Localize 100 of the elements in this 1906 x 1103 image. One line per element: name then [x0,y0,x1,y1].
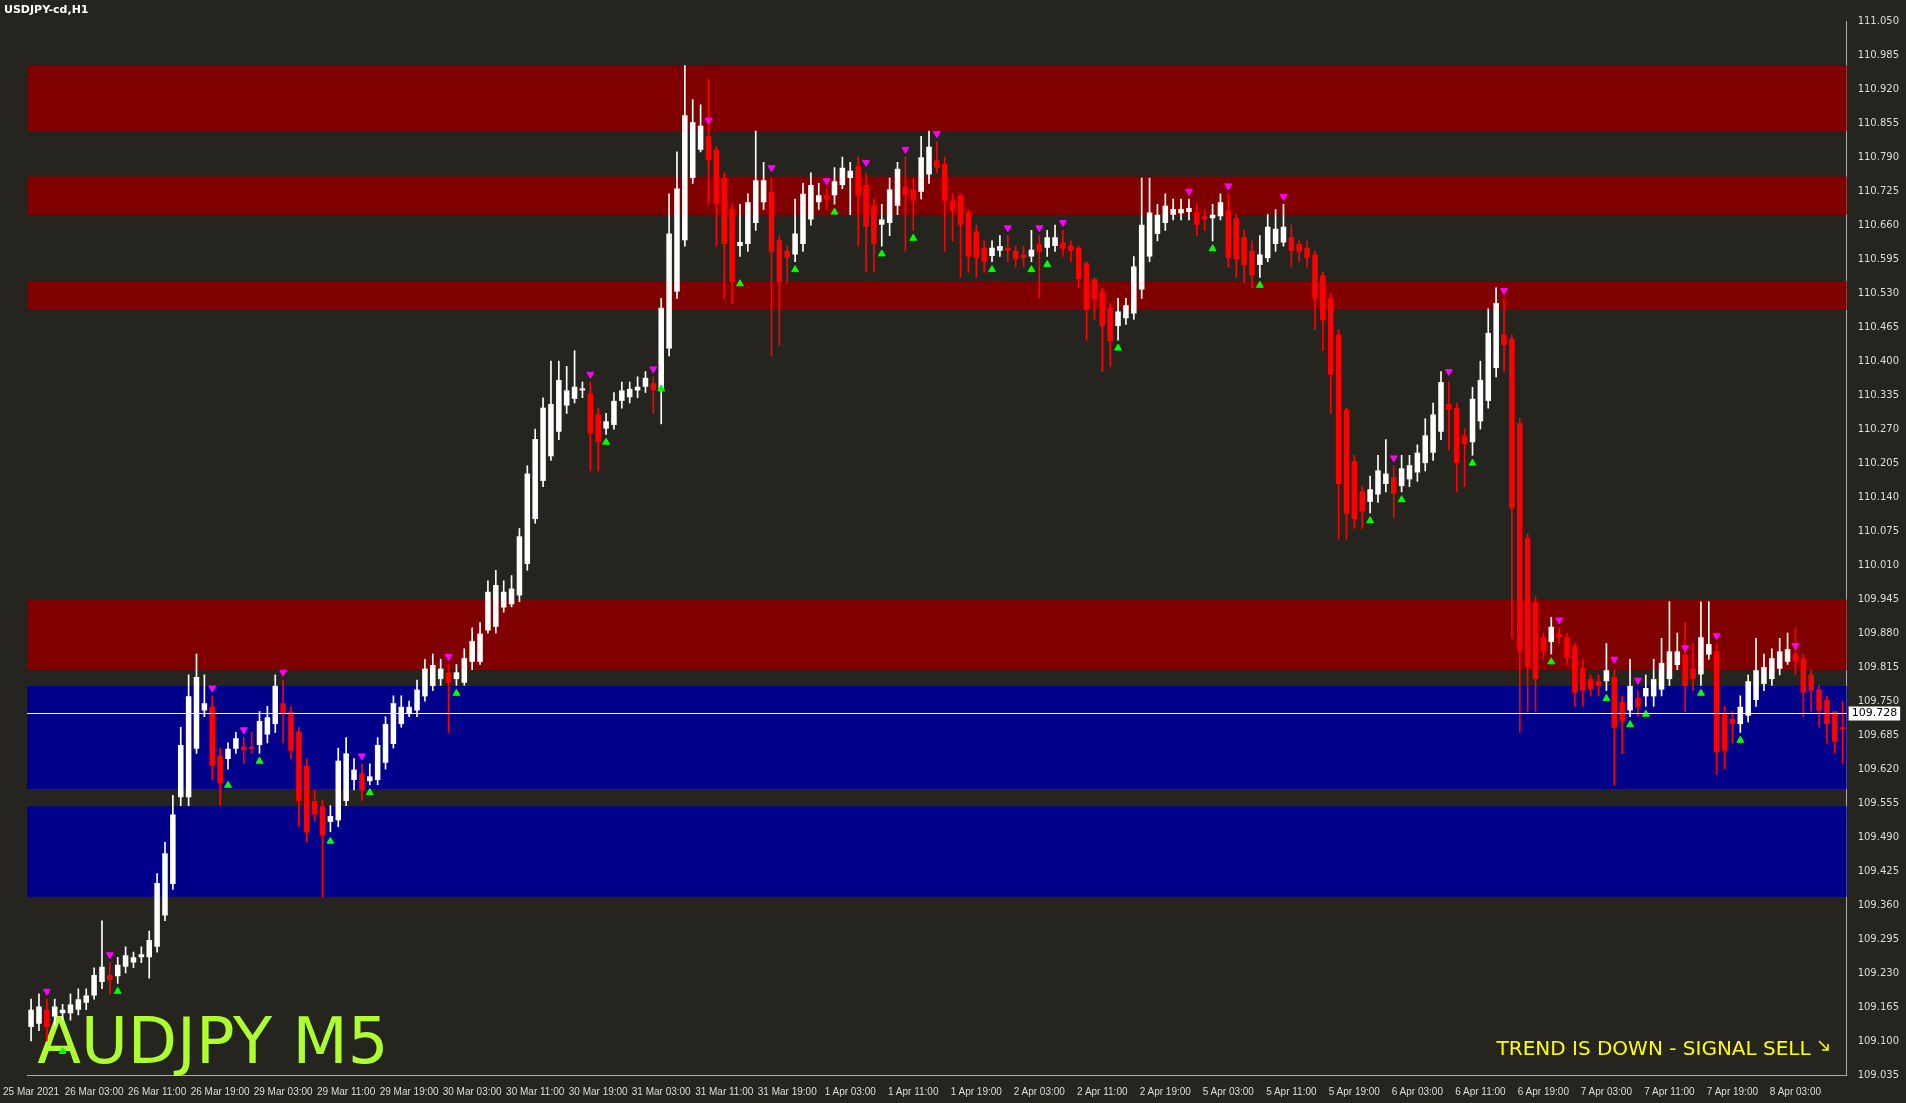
candlestick [784,245,790,284]
point [877,249,886,257]
y-tick-label: 109.815 [1857,660,1900,672]
y-tick-label: 110.010 [1857,558,1900,570]
point [1547,657,1556,665]
y-tick-label: 109.230 [1857,966,1900,978]
y-tick-label: 109.490 [1857,830,1900,842]
x-tick-label: 30 Mar 19:00 [568,1085,629,1097]
y-tick-label: 109.620 [1857,762,1900,774]
x-tick-label: 5 Apr 11:00 [1266,1085,1317,1097]
candlestick [1005,235,1011,263]
point [239,727,248,735]
y-tick-label: 109.750 [1857,694,1900,706]
candlestick [241,737,247,765]
x-tick-label: 31 Mar 19:00 [757,1085,818,1097]
point [1555,617,1564,625]
x-tick-label: 30 Mar 11:00 [506,1085,565,1097]
x-tick-label: 6 Apr 19:00 [1517,1085,1570,1097]
point [1791,643,1800,651]
y-tick-label: 110.855 [1857,116,1900,128]
y-tick-label: 109.555 [1857,796,1900,808]
point [1712,633,1721,641]
point [42,988,51,996]
x-tick-label: 1 Apr 03:00 [824,1085,877,1097]
point [1444,369,1453,377]
point [208,685,217,693]
x-tick-label: 29 Mar 19:00 [379,1085,440,1097]
y-tick-label: 109.360 [1857,898,1900,910]
candlestick [107,962,113,995]
point [1255,280,1264,288]
point [988,265,996,273]
x-tick-label: 8 Apr 03:00 [1769,1085,1822,1097]
point [1681,645,1690,653]
x-tick-label: 31 Mar 11:00 [695,1085,754,1097]
candlestick [1257,235,1263,278]
point [1224,183,1233,191]
point [1003,225,1012,233]
y-tick-label: 110.205 [1857,456,1900,468]
point [1626,720,1634,728]
point [1058,220,1067,228]
x-tick-label: 26 Mar 03:00 [64,1085,124,1097]
point [586,371,595,379]
y-tick-label: 110.725 [1857,184,1900,196]
x-tick-label: 26 Mar 19:00 [190,1085,251,1097]
x-tick-label: 6 Apr 03:00 [1391,1085,1444,1097]
candlestick [997,235,1003,257]
point [1366,516,1375,524]
candlestick [280,679,286,744]
point [224,780,232,788]
y-tick-label: 109.295 [1857,932,1900,944]
y-tick-label: 110.790 [1857,150,1900,162]
y-tick-label: 109.425 [1857,864,1900,876]
y-tick-label: 109.685 [1857,728,1900,740]
point [909,233,918,241]
x-tick-label: 31 Mar 03:00 [631,1085,692,1097]
point [1468,458,1477,466]
point [1602,693,1611,701]
x-tick-label: 29 Mar 03:00 [253,1085,314,1097]
point [736,279,744,287]
point [1035,225,1044,233]
y-tick-label: 110.400 [1857,354,1900,366]
x-tick-label: 5 Apr 19:00 [1328,1085,1381,1097]
y-tick-label: 110.465 [1857,320,1900,332]
x-tick-label: 2 Apr 19:00 [1139,1085,1192,1097]
point [1114,343,1123,351]
candlestick [1556,627,1562,644]
x-tick-label: 1 Apr 11:00 [888,1085,939,1097]
annotation: AUDJPY M5 [37,1004,389,1078]
y-tick-label: 109.880 [1857,626,1900,638]
point [1500,288,1508,296]
point [932,131,941,139]
y-tick-label: 110.920 [1857,82,1900,94]
point [1610,656,1619,664]
point [444,654,453,662]
x-tick-label: 26 Mar 11:00 [128,1085,187,1097]
ref-line-label: 109.728 [1851,706,1898,720]
candlestick [934,141,940,174]
candlestick [1643,674,1649,707]
point [602,437,611,445]
y-tick-label: 110.660 [1857,218,1900,230]
y-tick-label: 111.050 [1857,14,1900,26]
x-tick-label: 30 Mar 03:00 [442,1085,503,1097]
point [357,753,366,761]
candlestick [737,203,743,257]
x-tick-label: 7 Apr 19:00 [1706,1085,1759,1097]
point [1736,735,1745,743]
point [452,688,461,696]
candlestick [99,920,105,990]
y-tick-label: 110.140 [1857,490,1900,502]
point [1279,193,1288,201]
point [1397,495,1406,503]
candlestick [1446,381,1452,451]
annotation: TREND IS DOWN - SIGNAL SELL [1495,1036,1812,1060]
point [279,669,288,677]
point [1027,265,1036,273]
y-tick-label: 109.100 [1857,1034,1900,1046]
point [365,788,374,796]
point [901,146,910,154]
point [1696,688,1705,696]
candlestick [1383,439,1389,493]
